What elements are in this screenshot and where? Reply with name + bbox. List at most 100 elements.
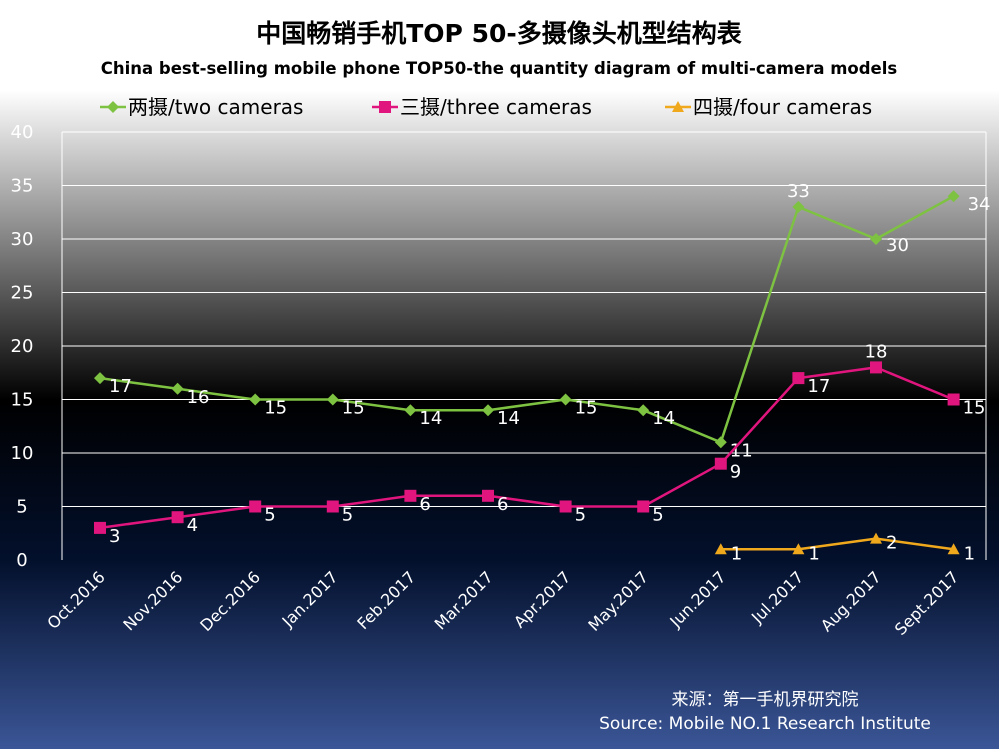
y-tick-label: 30 bbox=[11, 229, 34, 250]
data-point-three bbox=[404, 489, 417, 502]
legend-item-three: 三摄/three cameras bbox=[372, 95, 592, 119]
data-label-three: 4 bbox=[187, 515, 198, 536]
data-label-three: 3 bbox=[109, 526, 120, 547]
data-label-two: 14 bbox=[652, 408, 675, 429]
data-point-two bbox=[94, 372, 106, 385]
x-tick-label: Mar.2017 bbox=[431, 567, 497, 633]
data-point-four bbox=[714, 543, 727, 555]
data-label-three: 6 bbox=[419, 494, 430, 515]
data-label-three: 5 bbox=[575, 505, 586, 526]
data-label-three: 5 bbox=[652, 505, 663, 526]
data-label-four: 1 bbox=[731, 543, 742, 564]
legend-label-two: 两摄/two cameras bbox=[128, 95, 303, 119]
legend-marker-four bbox=[672, 101, 684, 112]
y-tick-label: 10 bbox=[11, 443, 34, 464]
data-label-four: 1 bbox=[808, 543, 819, 564]
data-label-three: 5 bbox=[264, 505, 275, 526]
data-label-two: 33 bbox=[787, 181, 810, 202]
data-point-two bbox=[171, 382, 184, 395]
data-point-two bbox=[326, 393, 339, 406]
x-tick-label: Oct.2016 bbox=[43, 567, 108, 632]
data-point-two bbox=[792, 200, 805, 213]
legend: 两摄/two cameras 三摄/three cameras 四摄/four ca… bbox=[100, 95, 872, 119]
x-tick-label: May.2017 bbox=[584, 567, 652, 635]
series-four-cameras: 1 1 2 1 bbox=[714, 532, 975, 564]
data-label-two: 30 bbox=[886, 235, 909, 256]
data-point-two bbox=[714, 436, 727, 449]
series-line-three bbox=[99, 366, 955, 530]
data-label-two: 16 bbox=[187, 387, 210, 408]
data-point-two bbox=[559, 393, 572, 406]
data-point-three bbox=[870, 361, 882, 374]
data-label-two: 17 bbox=[109, 376, 132, 397]
x-tick-label: Dec.2016 bbox=[196, 567, 264, 635]
chart-title: 中国畅销手机TOP 50-多摄像头机型结构表 bbox=[256, 19, 742, 48]
y-tick-label: 40 bbox=[11, 122, 34, 143]
series-line-two bbox=[99, 195, 955, 444]
data-label-three: 15 bbox=[963, 398, 986, 419]
data-point-three bbox=[637, 500, 650, 513]
data-point-two bbox=[947, 190, 960, 203]
x-tick-label: Apr.2017 bbox=[510, 567, 574, 631]
legend-label-four: 四摄/four cameras bbox=[693, 95, 872, 119]
series-three-cameras: 3 4 5 5 6 6 5 5 9 17 18 15 bbox=[94, 341, 986, 547]
data-point-two bbox=[482, 404, 494, 417]
data-label-three: 5 bbox=[342, 505, 353, 526]
x-tick-label: Aug.2017 bbox=[817, 567, 885, 635]
x-tick-label: Nov.2016 bbox=[119, 567, 186, 634]
source-cn: 来源：第一手机界研究院 bbox=[672, 690, 859, 710]
data-label-two: 15 bbox=[575, 398, 598, 419]
y-tick-label: 5 bbox=[16, 497, 27, 518]
data-point-three bbox=[482, 489, 494, 502]
data-label-three: 6 bbox=[497, 494, 508, 515]
legend-label-three: 三摄/three cameras bbox=[400, 95, 592, 119]
data-label-four: 1 bbox=[964, 543, 975, 564]
y-tick-label: 15 bbox=[11, 390, 34, 411]
data-label-two: 15 bbox=[264, 398, 287, 419]
series-two-cameras: 17 16 15 15 14 14 15 14 11 33 30 34 bbox=[94, 181, 991, 461]
source-en: Source: Mobile NO.1 Research Institute bbox=[599, 714, 931, 734]
chart-subtitle: China best-selling mobile phone TOP50-th… bbox=[101, 59, 898, 78]
data-point-four bbox=[870, 532, 882, 544]
data-point-two bbox=[637, 404, 650, 417]
data-point-three bbox=[559, 500, 572, 513]
data-label-two: 14 bbox=[419, 408, 442, 429]
data-label-three: 9 bbox=[730, 462, 741, 483]
y-tick-label: 25 bbox=[11, 283, 34, 304]
x-tick-label: Jan.2017 bbox=[278, 567, 342, 631]
data-label-two: 11 bbox=[730, 440, 753, 461]
series-line-four bbox=[720, 537, 954, 551]
data-point-three bbox=[249, 500, 262, 513]
data-point-two bbox=[870, 233, 882, 245]
data-point-four bbox=[947, 543, 960, 555]
x-axis: Oct.2016 Nov.2016 Dec.2016 Jan.2017 Feb.2017… bbox=[43, 567, 962, 639]
data-label-four: 2 bbox=[886, 533, 897, 554]
y-tick-label: 35 bbox=[11, 176, 34, 197]
data-point-three bbox=[326, 500, 339, 513]
data-label-two: 15 bbox=[342, 398, 365, 419]
y-tick-label: 0 bbox=[16, 550, 27, 571]
data-point-three bbox=[94, 521, 106, 534]
data-label-two: 14 bbox=[497, 408, 520, 429]
data-point-two bbox=[404, 404, 417, 417]
data-point-three bbox=[792, 372, 805, 385]
data-label-three: 17 bbox=[807, 376, 830, 397]
data-point-three bbox=[947, 393, 960, 406]
data-point-two bbox=[249, 393, 262, 406]
x-tick-label: Sept.2017 bbox=[891, 567, 963, 639]
x-tick-label: Jun.2017 bbox=[665, 567, 729, 631]
legend-marker-three bbox=[379, 101, 391, 113]
y-tick-label: 20 bbox=[11, 336, 34, 357]
legend-marker-two bbox=[107, 101, 119, 113]
data-label-two: 34 bbox=[968, 194, 991, 215]
legend-item-two: 两摄/two cameras bbox=[100, 95, 303, 119]
x-tick-label: Jul.2017 bbox=[747, 567, 807, 627]
data-point-four bbox=[792, 543, 805, 555]
data-point-three bbox=[714, 457, 727, 470]
data-point-three bbox=[171, 511, 184, 524]
legend-item-four: 四摄/four cameras bbox=[665, 95, 872, 119]
data-label-three: 18 bbox=[865, 341, 888, 362]
